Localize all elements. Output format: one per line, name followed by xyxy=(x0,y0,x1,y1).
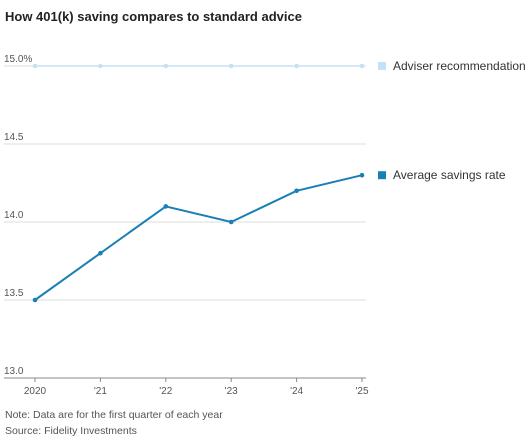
legend-label: Average savings rate xyxy=(393,168,506,182)
x-tick-label: '21 xyxy=(94,386,107,397)
data-point xyxy=(98,63,103,69)
legend-swatch xyxy=(378,171,386,180)
x-axis: 2020 '21 '22 '23 '24 '25 xyxy=(24,378,369,397)
x-tick-label: 2020 xyxy=(24,386,47,397)
chart-note: Note: Data are for the first quarter of … xyxy=(5,409,223,421)
x-tick-label: '23 xyxy=(225,386,238,397)
y-tick-label: 14.0 xyxy=(4,210,24,221)
y-tick-label: 15.0% xyxy=(4,54,32,65)
x-tick-label: '22 xyxy=(159,386,172,397)
series-line xyxy=(34,174,363,301)
data-point xyxy=(163,204,169,209)
y-tick-label: 13.5 xyxy=(4,288,24,299)
data-point xyxy=(294,188,299,194)
legend: Adviser recommendation Average savings ra… xyxy=(378,59,526,182)
series-layer xyxy=(32,63,365,303)
data-point xyxy=(163,63,169,69)
data-point xyxy=(98,250,103,256)
y-axis-ticks: 15.0% 14.5 14.0 13.5 13.0 xyxy=(4,54,32,377)
data-point xyxy=(359,172,365,178)
x-tick-label: '24 xyxy=(290,386,303,397)
data-point xyxy=(359,63,365,69)
legend-swatch xyxy=(378,62,386,70)
data-point xyxy=(228,63,234,69)
data-point xyxy=(32,63,38,69)
data-point xyxy=(294,63,299,69)
chart-title: How 401(k) saving compares to standard a… xyxy=(5,9,302,24)
y-tick-label: 13.0 xyxy=(4,366,24,377)
x-tick-label: '25 xyxy=(355,386,368,397)
gridlines xyxy=(4,65,366,379)
data-point xyxy=(228,219,234,225)
legend-label: Adviser recommendation xyxy=(393,59,526,73)
data-point xyxy=(32,297,38,303)
chart-source: Source: Fidelity Investments xyxy=(5,425,137,437)
y-tick-label: 14.5 xyxy=(4,132,24,143)
